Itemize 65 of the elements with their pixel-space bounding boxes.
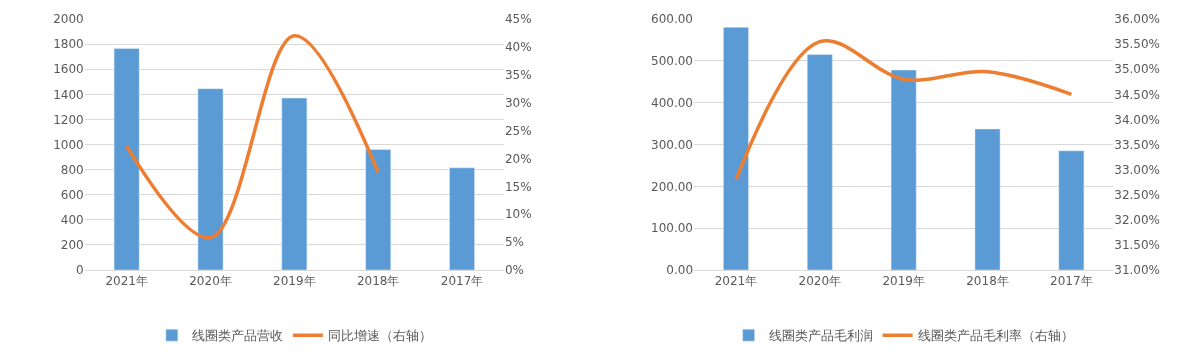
- y-tick-label: 1200: [53, 112, 84, 127]
- y-tick-label: 1800: [53, 37, 84, 52]
- y-tick-label: 400: [60, 213, 84, 227]
- y2-tick-label: 0%: [504, 263, 525, 278]
- legend-label: 线圈类产品毛利率（右轴）: [917, 328, 1074, 344]
- y-tick-label: 600: [60, 187, 84, 202]
- bar: [113, 48, 140, 270]
- y2-tick-label: 36.00%: [1114, 12, 1161, 27]
- bar: [890, 69, 917, 270]
- y2-tick-label: 35.50%: [1114, 37, 1161, 52]
- x-tick-label: 2018年: [966, 274, 1009, 289]
- y-tick-label: 200.00: [651, 179, 694, 194]
- y2-tick-label: 32.50%: [1114, 187, 1161, 202]
- y2-tick-label: 34.00%: [1114, 112, 1161, 127]
- line-series: [734, 38, 1074, 182]
- y2-tick-label: 30%: [504, 95, 532, 110]
- y-tick-label: 200: [60, 238, 84, 253]
- y2-tick-label: 25%: [504, 123, 532, 138]
- x-tick-label: 2019年: [882, 274, 925, 289]
- bar: [281, 97, 308, 270]
- bar: [197, 88, 224, 270]
- y-tick-label: 1000: [53, 137, 84, 152]
- x-tick-label: 2020年: [189, 274, 232, 289]
- x-tick-label: 2020年: [798, 274, 842, 289]
- y-tick-label: 500.00: [651, 54, 694, 69]
- y2-tick-label: 35.00%: [1114, 62, 1161, 77]
- bar: [974, 128, 1001, 270]
- legend-label: 线圈类产品营收: [191, 328, 283, 344]
- y-tick-label: 600.00: [651, 12, 694, 27]
- y-tick-label: 1400: [53, 87, 84, 102]
- bar: [1058, 150, 1085, 270]
- x-tick-label: 2021年: [105, 274, 148, 289]
- bar: [449, 167, 475, 270]
- y2-tick-label: 31.00%: [1114, 263, 1161, 278]
- bar: [723, 27, 749, 270]
- y2-tick-label: 33.50%: [1114, 137, 1161, 152]
- y2-tick-label: 32.00%: [1114, 213, 1161, 227]
- y2-tick-label: 33.00%: [1114, 162, 1161, 177]
- y2-tick-label: 15%: [504, 179, 532, 194]
- bar: [365, 149, 392, 270]
- x-tick-label: 2019年: [273, 274, 316, 289]
- x-tick-label: 2017年: [1050, 274, 1093, 289]
- y-tick-label: 0: [76, 263, 84, 278]
- y-tick-label: 400.00: [651, 95, 694, 110]
- bar: [806, 54, 833, 270]
- x-tick-label: 2017年: [440, 274, 484, 289]
- y-tick-label: 1600: [53, 62, 84, 77]
- y2-tick-label: 10%: [504, 207, 532, 222]
- y-tick-label: 0.00: [666, 263, 694, 278]
- y2-tick-label: 40%: [504, 40, 532, 55]
- y-tick-label: 300.00: [651, 137, 694, 152]
- y2-tick-label: 31.50%: [1114, 238, 1161, 253]
- line-series: [124, 33, 380, 240]
- y2-tick-label: 20%: [504, 151, 532, 166]
- y2-tick-label: 45%: [504, 12, 532, 27]
- y-tick-label: 800: [60, 162, 84, 177]
- y2-tick-label: 34.50%: [1114, 87, 1161, 102]
- y-tick-label: 2000: [53, 12, 84, 27]
- x-tick-label: 2018年: [356, 274, 400, 289]
- y-tick-label: 100.00: [651, 221, 694, 236]
- y2-tick-label: 35%: [504, 67, 532, 82]
- y2-tick-label: 5%: [504, 235, 525, 250]
- legend-label: 线圈类产品毛利润: [768, 328, 873, 344]
- legend-label: 同比增速（右轴）: [327, 328, 432, 344]
- x-tick-label: 2021年: [714, 274, 758, 289]
